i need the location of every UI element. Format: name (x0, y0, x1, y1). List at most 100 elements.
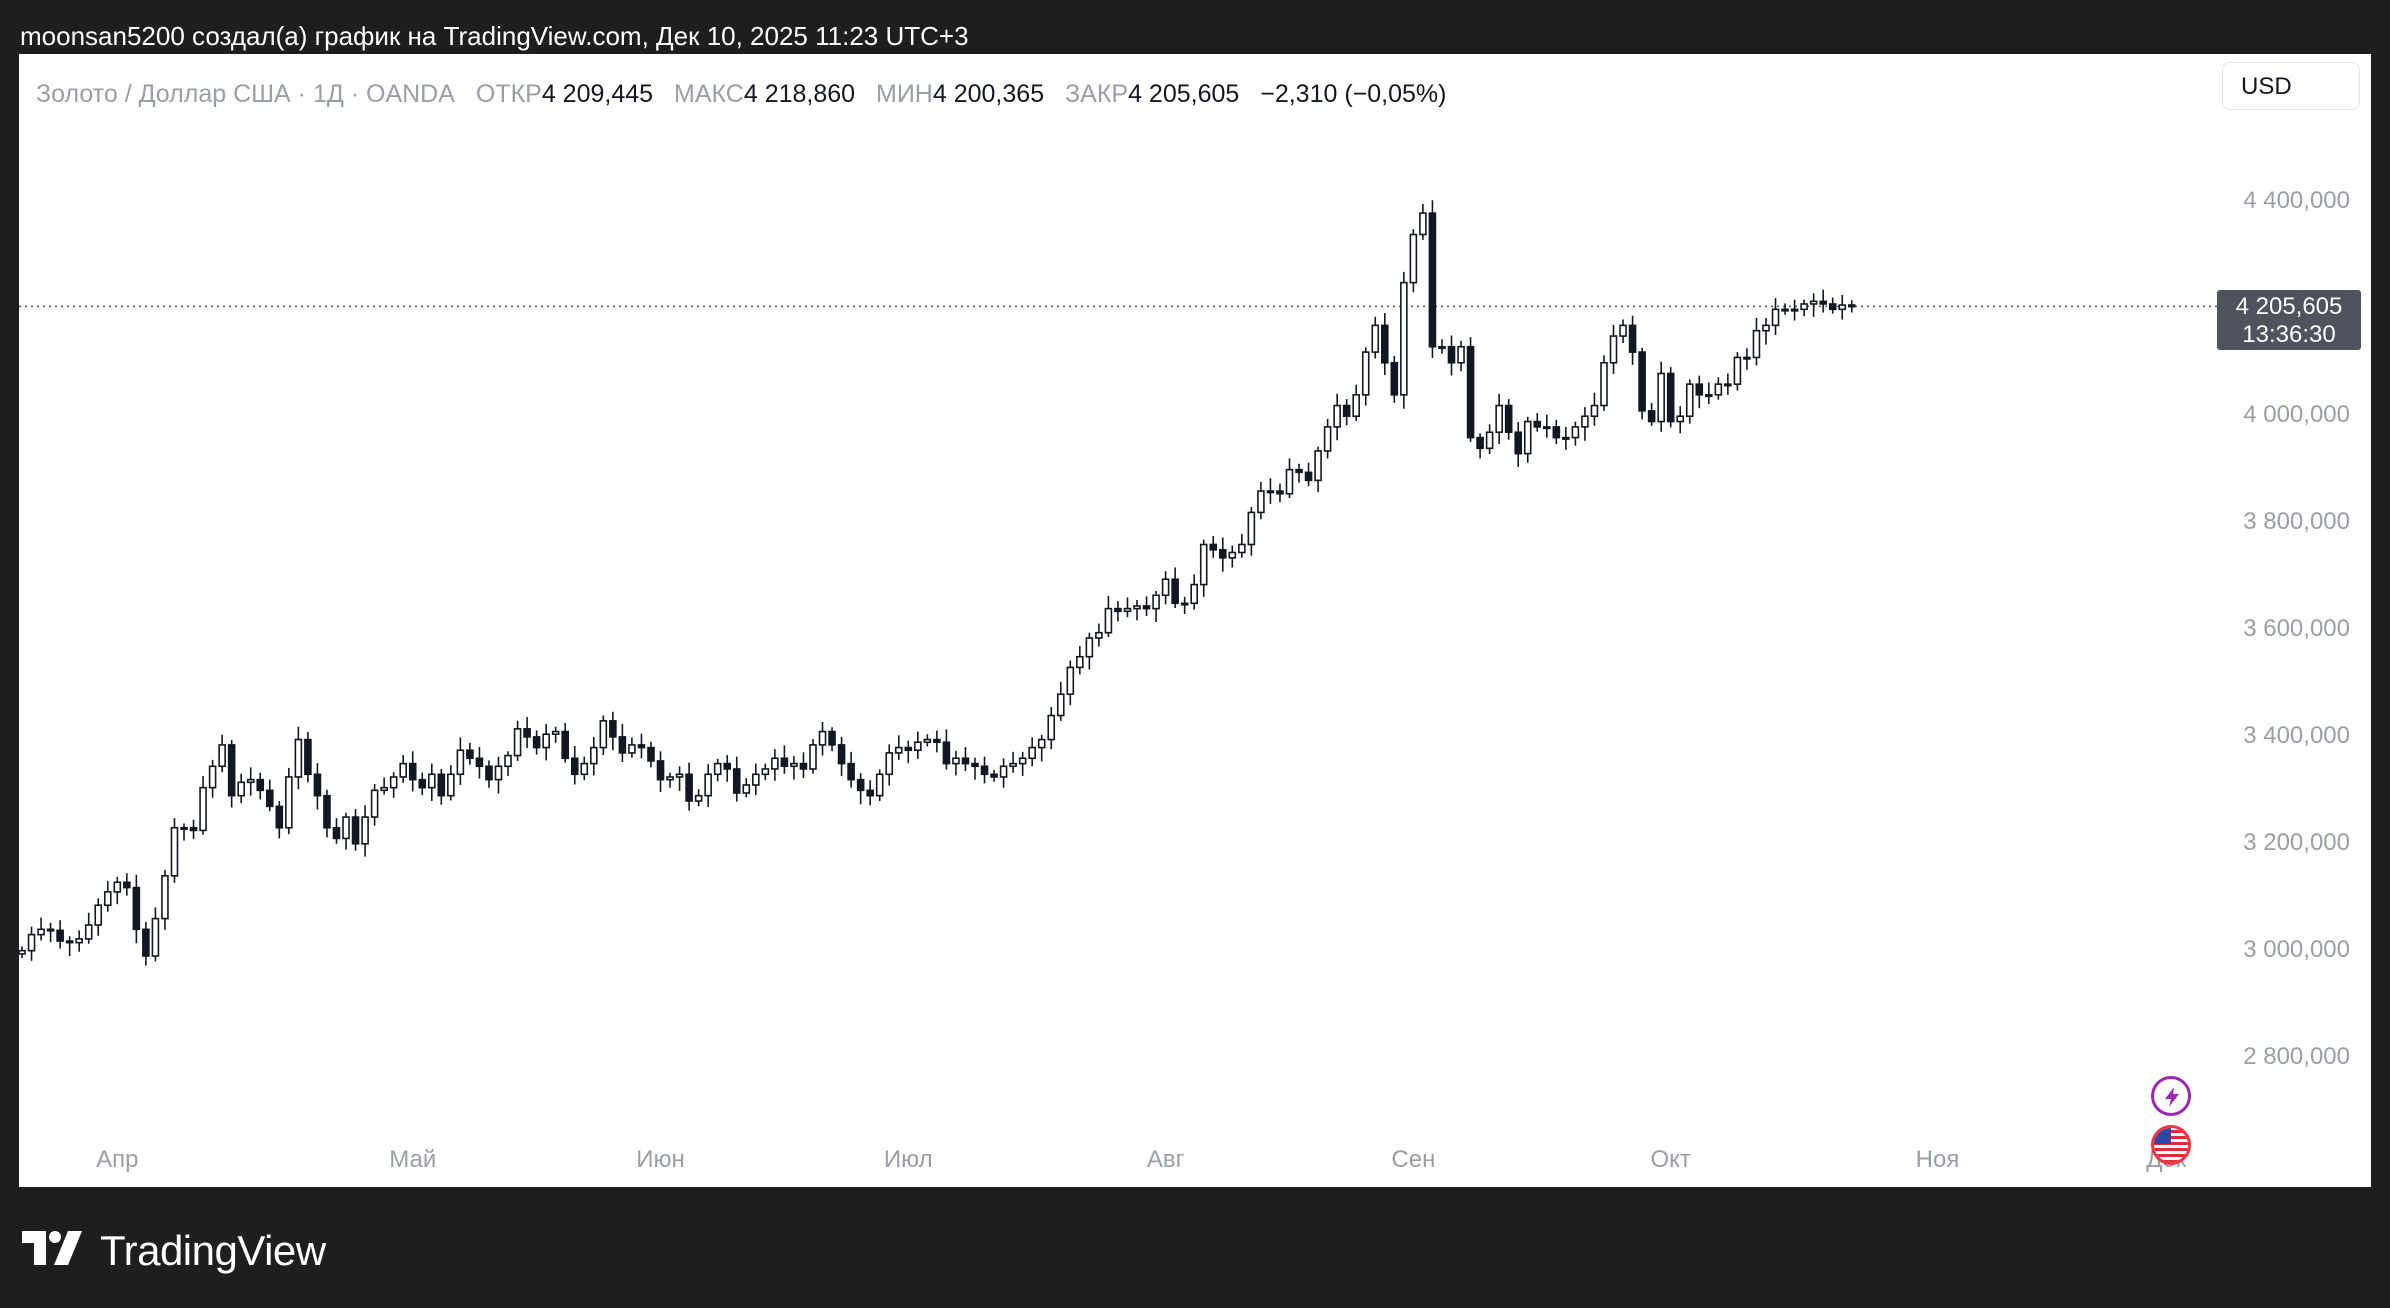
candle-body (313, 773, 322, 797)
candle-body (437, 773, 446, 797)
candle (37, 917, 45, 941)
candle (1190, 574, 1198, 610)
candle-body (1838, 304, 1847, 311)
candle-body (1647, 410, 1656, 423)
legend-low-value: 4 200,365 (932, 80, 1045, 108)
chart-frame[interactable]: Золото / Доллар США · 1Д · OANDA ОТКР4 2… (19, 54, 2371, 1187)
candle (1733, 352, 1742, 391)
price-tick-label: 3 200,000 (2243, 828, 2350, 856)
candle (971, 757, 979, 780)
candle (752, 763, 760, 796)
tradingview-logo-icon (22, 1221, 86, 1281)
candle-body (752, 773, 760, 786)
candle (1295, 463, 1303, 483)
candle-body (523, 728, 531, 738)
candle-body (256, 778, 265, 792)
candle-body (123, 881, 131, 889)
legend-high-label: МАКС (674, 80, 744, 108)
candle (218, 734, 226, 773)
candle (875, 769, 884, 802)
candle-body (904, 746, 913, 752)
candle (618, 724, 627, 763)
candle (1590, 392, 1599, 426)
candle (523, 717, 531, 749)
candle (866, 780, 874, 806)
candle-body (647, 746, 655, 762)
candle-body (1152, 594, 1160, 610)
candle (304, 732, 312, 783)
candle (19, 946, 26, 959)
candle-body (942, 741, 951, 765)
candle (208, 759, 217, 798)
candle-body (685, 773, 693, 802)
candle-body (1695, 383, 1704, 396)
candle (170, 818, 179, 883)
lightning-icon[interactable] (2151, 1076, 2191, 1116)
candle (1247, 507, 1256, 556)
candle (1285, 458, 1294, 498)
candle-body (570, 757, 579, 776)
us-flag-icon[interactable] (2151, 1125, 2191, 1165)
candle-body (580, 762, 589, 776)
candle-body (1781, 308, 1789, 312)
candle (294, 726, 303, 790)
candle (1828, 297, 1837, 314)
candle-body (1342, 404, 1351, 418)
legend-open-value: 4 209,445 (541, 80, 654, 108)
candle-body (427, 773, 436, 789)
candle-body (933, 738, 941, 744)
candle-body (1457, 345, 1465, 364)
candlestick-chart[interactable] (19, 54, 2371, 1187)
candle-body (961, 757, 970, 765)
candle (504, 751, 512, 776)
candle (227, 740, 236, 808)
candle (332, 818, 341, 844)
candle-body (1514, 431, 1523, 455)
candle (56, 920, 64, 949)
candle (628, 737, 636, 758)
candle-body (418, 778, 427, 789)
candle-body (809, 744, 817, 770)
candle (313, 763, 322, 810)
currency-button[interactable]: USD (2222, 62, 2360, 110)
candle (570, 745, 579, 785)
candle-body (742, 784, 751, 794)
price-tick-label: 4 400,000 (2243, 187, 2350, 215)
last-price-label: 4 205,605 13:36:30 (2217, 290, 2361, 351)
candle-body (589, 746, 598, 765)
candle (999, 758, 1008, 788)
candle (466, 742, 474, 765)
candle-body (1323, 426, 1332, 452)
candle-body (799, 762, 808, 770)
candle (675, 766, 684, 791)
candle-body (1485, 431, 1494, 450)
candle-body (285, 776, 293, 829)
tradingview-brand[interactable]: TradingView (22, 1218, 326, 1278)
candle (1428, 200, 1437, 358)
candle (1314, 446, 1322, 493)
candle-body (46, 928, 55, 932)
price-tick-label: 3 000,000 (2243, 935, 2350, 963)
candle (27, 926, 36, 961)
candle-body (1295, 468, 1303, 474)
candle-body (180, 826, 188, 831)
candle-body (1066, 666, 1075, 695)
candle (894, 735, 903, 760)
candle-body (513, 728, 522, 757)
candle (1638, 347, 1646, 420)
candle-body (19, 949, 26, 955)
candle-body (1123, 607, 1132, 613)
candle-body (1142, 605, 1151, 610)
legend-symbol[interactable]: Золото / Доллар США · 1Д · OANDA (36, 80, 455, 108)
candle (151, 907, 160, 962)
candle-body (1333, 404, 1341, 428)
candle (1209, 535, 1218, 558)
symbol-legend[interactable]: Золото / Доллар США · 1Д · OANDA ОТКР4 2… (36, 72, 1446, 116)
price-tick-label: 3 600,000 (2243, 615, 2350, 642)
candle-body (323, 794, 331, 829)
candle-body (218, 744, 226, 768)
candle-body (1400, 281, 1408, 396)
candle-body (1676, 415, 1685, 423)
candle (837, 736, 846, 776)
candle-body (75, 938, 83, 944)
